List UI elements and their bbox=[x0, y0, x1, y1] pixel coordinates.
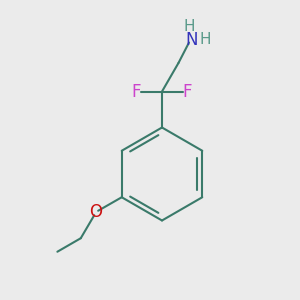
Text: H: H bbox=[200, 32, 211, 47]
Text: F: F bbox=[183, 82, 192, 100]
Text: O: O bbox=[89, 203, 102, 221]
Text: N: N bbox=[186, 31, 198, 49]
Text: H: H bbox=[183, 19, 195, 34]
Text: F: F bbox=[132, 82, 141, 100]
